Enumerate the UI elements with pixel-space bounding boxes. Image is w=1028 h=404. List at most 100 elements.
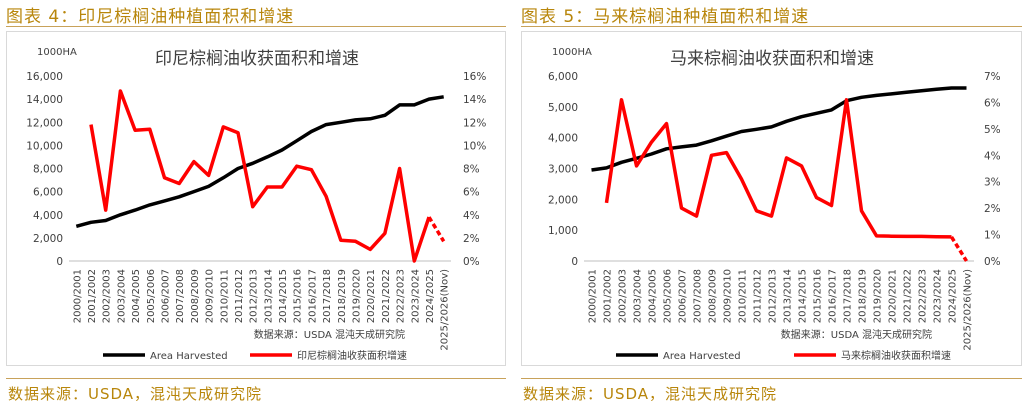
x-tick-label: 2012/2013 xyxy=(768,269,779,323)
data-point-growth xyxy=(770,215,773,218)
y2-tick-label: 2% xyxy=(463,233,480,245)
x-tick-label: 2006/2007 xyxy=(678,269,689,323)
x-tick-label: 2023/2024 xyxy=(410,269,421,323)
data-point-area xyxy=(800,115,803,118)
data-point-area xyxy=(281,149,284,152)
data-point-area xyxy=(920,89,923,92)
data-point-growth xyxy=(875,234,878,237)
y-tick-label: 1,000 xyxy=(548,225,578,237)
figure-4-source: 数据来源：USDA，混沌天成研究院 xyxy=(8,385,263,403)
y2-tick-label: 4% xyxy=(463,210,480,222)
x-tick-label: 2008/2009 xyxy=(708,269,719,323)
series-line-growth-forecast xyxy=(427,216,446,243)
y-tick-label: 2,000 xyxy=(33,233,63,245)
y2-tick-label: 0% xyxy=(463,256,480,268)
data-point-growth xyxy=(266,186,269,189)
y2-tick-label: 12% xyxy=(463,117,486,129)
x-tick-label: 2002/2003 xyxy=(618,269,629,323)
data-point-growth xyxy=(192,160,195,163)
legend-label-growth: 印尼棕榈油收获面积增速 xyxy=(297,349,407,362)
data-point-growth xyxy=(222,125,225,128)
data-point-growth xyxy=(90,123,93,126)
data-point-area xyxy=(119,213,122,216)
data-point-area xyxy=(680,145,683,148)
x-tick-label: 2001/2002 xyxy=(87,269,98,323)
y-tick-label: 8,000 xyxy=(33,164,63,176)
data-point-growth xyxy=(281,186,284,189)
y2-tick-label: 14% xyxy=(463,94,486,106)
chart-title: 马来棕榈油收获面积和增速 xyxy=(670,49,874,69)
x-tick-label: 2024/2025 xyxy=(948,269,959,323)
x-tick-label: 2003/2004 xyxy=(633,269,644,323)
data-point-area xyxy=(383,114,386,117)
data-point-growth xyxy=(965,260,968,263)
data-point-growth xyxy=(383,232,386,235)
data-point-area xyxy=(605,166,608,169)
data-point-area xyxy=(295,139,298,142)
data-point-area xyxy=(965,87,968,90)
x-tick-label: 2009/2010 xyxy=(205,269,216,323)
x-tick-label: 2004/2005 xyxy=(648,269,659,323)
x-tick-label: 2022/2023 xyxy=(918,269,929,323)
data-point-area xyxy=(950,87,953,90)
y-tick-label: 14,000 xyxy=(26,94,63,106)
x-tick-label: 2000/2001 xyxy=(72,269,83,323)
x-tick-label: 2009/2010 xyxy=(723,269,734,323)
data-point-area xyxy=(398,103,401,106)
data-point-growth xyxy=(890,235,893,238)
x-tick-label: 2013/2014 xyxy=(263,269,274,323)
x-tick-label: 2013/2014 xyxy=(783,269,794,323)
chart-malaysia: 马来棕榈油收获面积和增速 1000HA 0 1,000 2,000 3,000 4,000 5… xyxy=(548,47,1001,362)
x-tick-label: 2021/2022 xyxy=(903,269,914,323)
x-tick-label: 2004/2005 xyxy=(131,269,142,323)
data-point-area xyxy=(192,190,195,193)
figure-5-rule xyxy=(521,26,1022,27)
data-point-growth xyxy=(620,98,623,101)
y-tick-label: 3,000 xyxy=(548,164,578,176)
y2-tick-label: 5% xyxy=(984,124,1001,136)
x-tick-label: 2015/2016 xyxy=(813,269,824,323)
y-tick-label: 10,000 xyxy=(26,140,63,152)
x-tick-label: 2021/2022 xyxy=(381,269,392,323)
data-point-growth xyxy=(950,235,953,238)
legend-label-growth: 马来棕榈油收获面积增速 xyxy=(841,349,951,362)
data-point-area xyxy=(905,91,908,94)
data-point-area xyxy=(755,128,758,131)
figure-4-rule xyxy=(6,26,506,27)
data-point-growth xyxy=(339,239,342,242)
data-point-area xyxy=(442,95,445,98)
y-tick-label: 2,000 xyxy=(548,194,578,206)
x-tick-label: 2000/2001 xyxy=(588,269,599,323)
data-point-area xyxy=(710,139,713,142)
x-tick-label: 2001/2002 xyxy=(603,269,614,323)
data-point-area xyxy=(428,98,431,101)
data-point-area xyxy=(310,130,313,133)
y-tick-label: 4,000 xyxy=(33,210,63,222)
data-point-growth xyxy=(104,209,107,212)
chart-indonesia: 印尼棕榈油收获面积和增速 1000HA 0 2,000 4,000 6,000 8,000 1… xyxy=(26,47,486,362)
legend-label-area: Area Harvested xyxy=(150,351,228,362)
y2-tick-label: 0% xyxy=(984,256,1001,268)
chart-malaysia-box: 马来棕榈油收获面积和增速 1000HA 0 1,000 2,000 3,000 4,000 5… xyxy=(521,31,1022,366)
data-point-growth xyxy=(134,129,137,132)
chart-inner-source: 数据来源：USDA 混沌天成研究院 xyxy=(254,328,405,341)
data-point-area xyxy=(222,176,225,179)
y-tick-label: 6,000 xyxy=(548,71,578,83)
data-point-area xyxy=(237,167,240,170)
data-point-growth xyxy=(740,178,743,181)
data-point-growth xyxy=(845,98,848,101)
data-point-growth xyxy=(428,216,431,219)
data-point-growth xyxy=(815,196,818,199)
y2-tick-label: 16% xyxy=(463,71,486,83)
y2-tick-label: 7% xyxy=(984,71,1001,83)
y2-tick-label: 6% xyxy=(984,97,1001,109)
y-axis-unit-label: 1000HA xyxy=(37,47,77,58)
x-tick-label: 2016/2017 xyxy=(307,269,318,323)
data-point-area xyxy=(740,130,743,133)
data-point-area xyxy=(104,219,107,222)
y2-tick-label: 8% xyxy=(463,164,480,176)
y2-tick-label: 4% xyxy=(984,150,1001,162)
data-point-area xyxy=(650,153,653,156)
data-point-area xyxy=(148,203,151,206)
data-point-growth xyxy=(442,240,445,243)
